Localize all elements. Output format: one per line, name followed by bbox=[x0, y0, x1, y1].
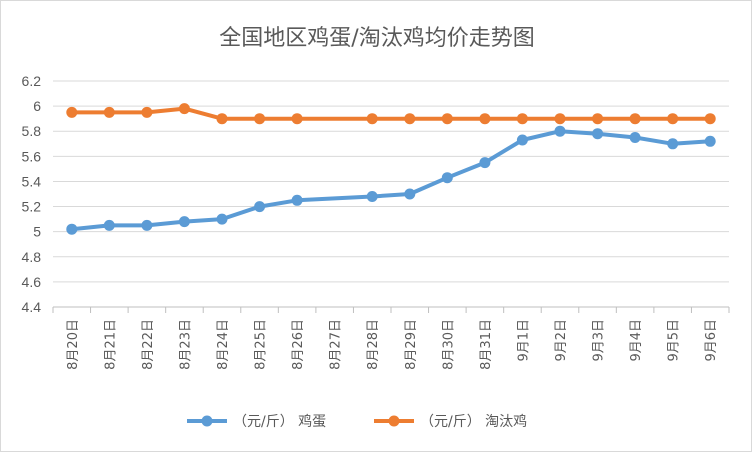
x-tick-label: 8月29日 bbox=[404, 319, 419, 370]
series-line bbox=[71, 129, 711, 232]
y-axis: 6.2 6 5.8 5.6 5.4 5.2 5 4.8 4.6 4.4 bbox=[22, 73, 42, 315]
y-tick-label: 5.8 bbox=[22, 123, 42, 139]
x-tick-label: 8月24日 bbox=[216, 319, 231, 370]
data-point bbox=[516, 134, 528, 146]
x-tick-label: 8月28日 bbox=[366, 319, 381, 370]
x-tick-label: 8月20日 bbox=[66, 319, 81, 370]
data-point bbox=[178, 216, 190, 228]
data-point bbox=[592, 128, 604, 140]
y-tick-label: 4.6 bbox=[22, 274, 42, 290]
x-tick-label: 8月31日 bbox=[479, 319, 494, 370]
y-tick-label: 6 bbox=[33, 98, 41, 114]
data-point bbox=[103, 219, 115, 231]
data-point bbox=[254, 201, 266, 213]
data-point bbox=[704, 135, 716, 147]
data-point bbox=[216, 213, 228, 225]
y-tick-label: 4.4 bbox=[22, 299, 42, 315]
series-0 bbox=[66, 125, 716, 235]
data-point bbox=[704, 113, 716, 125]
x-tick-label: 8月21日 bbox=[103, 319, 118, 370]
data-point bbox=[103, 106, 115, 118]
data-point bbox=[592, 113, 604, 125]
data-point bbox=[366, 113, 378, 125]
data-point bbox=[629, 132, 641, 143]
data-point bbox=[66, 106, 78, 118]
y-tick-label: 4.8 bbox=[22, 249, 42, 265]
y-tick-label: 5.6 bbox=[22, 148, 42, 164]
data-point bbox=[141, 219, 153, 231]
x-tick-label: 9月5日 bbox=[667, 319, 682, 362]
x-axis: 8月20日 8月21日 8月22日 8月23日 8月24日 8月25日 8月26日 8月27日… bbox=[52, 306, 730, 370]
data-point bbox=[441, 172, 453, 184]
legend: （元/斤） 鸡蛋 （元/斤） 淘汰鸡 bbox=[187, 413, 527, 430]
x-tick-label: 8月23日 bbox=[178, 319, 193, 370]
data-point bbox=[254, 113, 266, 125]
data-point bbox=[479, 113, 491, 125]
x-tick-label: 9月6日 bbox=[704, 319, 719, 362]
data-point bbox=[629, 113, 641, 125]
data-point bbox=[667, 113, 679, 125]
data-point bbox=[404, 113, 416, 125]
series-lines bbox=[66, 103, 716, 235]
chart-title: 全国地区鸡蛋/淘汰鸡均价走势图 bbox=[219, 26, 534, 51]
x-tick-label: 8月30日 bbox=[441, 319, 456, 370]
series-line bbox=[71, 106, 711, 121]
data-point bbox=[66, 223, 78, 235]
x-tick-label: 9月4日 bbox=[629, 319, 644, 362]
legend-label-egg: （元/斤） 鸡蛋 bbox=[233, 413, 326, 430]
x-tick-label: 9月2日 bbox=[554, 319, 569, 362]
x-tick-label: 8月27日 bbox=[329, 319, 344, 370]
x-tick-label: 8月25日 bbox=[254, 319, 269, 370]
data-point bbox=[404, 188, 416, 200]
data-point bbox=[366, 191, 378, 202]
data-point bbox=[141, 106, 153, 118]
data-point bbox=[441, 113, 453, 125]
x-tick-label: 9月1日 bbox=[516, 319, 531, 362]
data-point bbox=[216, 113, 228, 125]
data-point bbox=[479, 157, 491, 169]
data-point bbox=[554, 113, 566, 125]
legend-marker-egg bbox=[201, 415, 213, 427]
data-point bbox=[291, 113, 303, 125]
x-tick-label: 9月3日 bbox=[592, 319, 607, 362]
y-tick-label: 5.2 bbox=[22, 199, 42, 215]
y-tick-label: 5.4 bbox=[22, 173, 42, 189]
legend-marker-hen bbox=[388, 415, 400, 427]
data-point bbox=[516, 113, 528, 125]
data-point bbox=[667, 138, 679, 150]
data-point bbox=[291, 194, 303, 206]
data-point bbox=[554, 125, 566, 137]
y-tick-label: 6.2 bbox=[22, 73, 42, 89]
data-point bbox=[178, 103, 190, 115]
x-tick-label: 8月22日 bbox=[141, 319, 156, 370]
x-tick-label: 8月26日 bbox=[291, 319, 306, 370]
series-1 bbox=[66, 103, 716, 125]
legend-label-hen: （元/斤） 淘汰鸡 bbox=[420, 413, 527, 430]
y-tick-label: 5 bbox=[33, 224, 41, 240]
